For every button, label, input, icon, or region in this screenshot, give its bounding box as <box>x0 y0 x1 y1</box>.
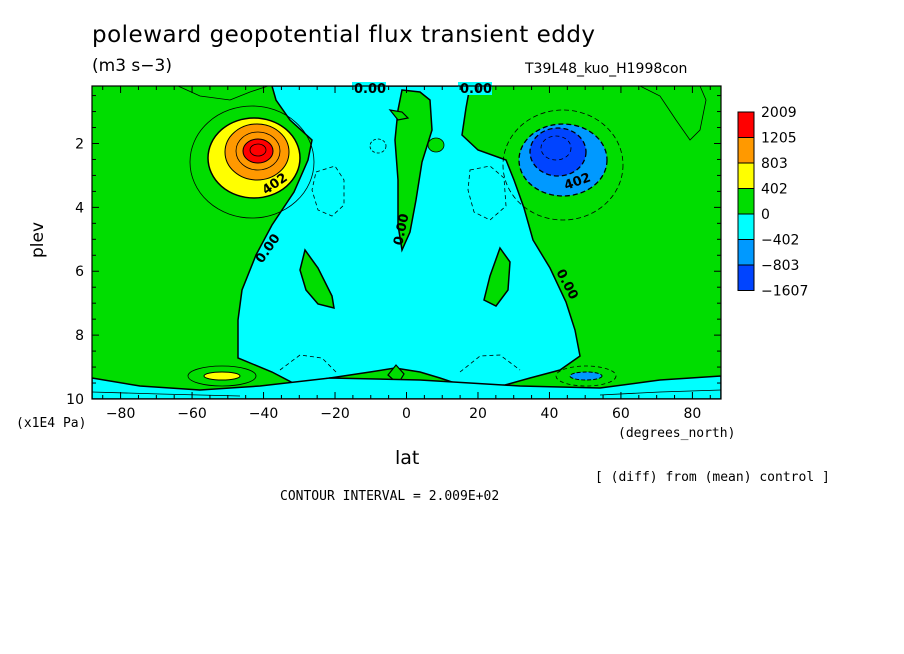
x-tick-label: 40 <box>541 406 559 422</box>
fill-central-negative <box>237 86 581 389</box>
contour-dashed-w <box>311 165 345 217</box>
chart-title: poleward geopotential flux transient edd… <box>92 22 596 48</box>
x-axis-label: lat <box>395 447 420 469</box>
colorbar-label: 803 <box>761 156 788 172</box>
fill-surface-blue <box>569 371 603 381</box>
fill-max-red <box>242 138 274 164</box>
experiment-label: T39L48_kuo_H1998con <box>525 61 688 77</box>
x-tick-label: −80 <box>106 406 136 422</box>
contour-surface-e <box>555 365 617 387</box>
x-tick-label: 60 <box>612 406 630 422</box>
contour-max-outer <box>189 105 315 219</box>
contour-dashed-small-1 <box>369 138 387 154</box>
colorbar-swatch <box>737 239 755 266</box>
contour-label-1: 0.00 <box>354 82 386 97</box>
x-tick-label: −20 <box>320 406 350 422</box>
chart-units: (m3 s−3) <box>92 56 172 76</box>
fill-min-deepblue <box>529 127 587 177</box>
contour-max-inner-1 <box>235 131 281 171</box>
colorbar-label: 1205 <box>761 131 797 147</box>
contour-min-inner <box>540 135 572 161</box>
contour-thin-bottom-w <box>92 391 241 397</box>
x-tick-label: 80 <box>683 406 701 422</box>
contour-dashed-small-2 <box>427 137 445 153</box>
x-tick-label: 20 <box>469 406 487 422</box>
contour-label-box-1 <box>352 82 386 95</box>
contour-max-inner-2 <box>249 143 267 157</box>
contour-label-2: 0.00 <box>460 82 492 97</box>
y-tick-label: 2 <box>75 136 84 152</box>
x-axis-unit: (degrees_north) <box>618 426 736 441</box>
colorbar-label: 402 <box>761 182 788 198</box>
contour-fills <box>92 86 721 399</box>
y-axis-unit: (x1E4 Pa) <box>16 416 87 431</box>
colorbar-swatch <box>737 264 755 291</box>
contour-thin-nw <box>177 86 269 101</box>
contour-interval: CONTOUR INTERVAL = 2.009E+02 <box>280 489 500 504</box>
fill-bottom-negative <box>92 375 721 399</box>
contour-dashed-e <box>467 165 507 221</box>
colorbar-label: −402 <box>761 233 799 249</box>
y-tick-label: 4 <box>75 200 84 216</box>
contour-min-outer <box>502 109 624 221</box>
colorbar-swatch <box>737 188 755 215</box>
axis-ticks <box>92 86 721 399</box>
fill-green-island-e <box>483 246 511 307</box>
colorbar-label: 0 <box>761 207 770 223</box>
fill-green-strip <box>394 89 433 253</box>
colorbar-swatch <box>737 111 755 138</box>
contour-label-5: 0.00 <box>391 212 412 246</box>
colorbar-label: 2009 <box>761 105 797 121</box>
y-tick-label: 8 <box>75 328 84 344</box>
colorbar: 2009 1205 803 402 0 −402 −803 −1607 <box>737 105 808 300</box>
colorbar-label: −1607 <box>761 284 808 300</box>
fill-green-island-w <box>299 248 335 310</box>
colorbar-label: −803 <box>761 258 799 274</box>
x-tick-label: 0 <box>402 406 411 422</box>
contour-thin-ne <box>639 86 707 141</box>
contour-dashed-surface-e <box>459 354 521 373</box>
y-tick-label: 6 <box>75 264 84 280</box>
y-tick-label: 10 <box>66 392 84 408</box>
axis-tick-labels: −80 −60 −40 −20 0 20 40 60 80 2 4 6 8 10 <box>66 136 701 422</box>
colorbar-swatch <box>737 162 755 189</box>
contour-surface-w <box>187 365 257 387</box>
diff-note: [ (diff) from (mean) control ] <box>595 470 830 485</box>
x-tick-label: −60 <box>177 406 207 422</box>
x-tick-label: −40 <box>249 406 279 422</box>
contour-label-box-2 <box>458 82 492 95</box>
fill-surface-yellow <box>203 371 241 381</box>
contour-thin-bottom-e <box>599 389 721 396</box>
contour-dashed-surface-w <box>279 354 337 373</box>
colorbar-swatch <box>737 137 755 164</box>
colorbar-swatch <box>737 213 755 240</box>
fill-green-island-top <box>388 109 410 121</box>
